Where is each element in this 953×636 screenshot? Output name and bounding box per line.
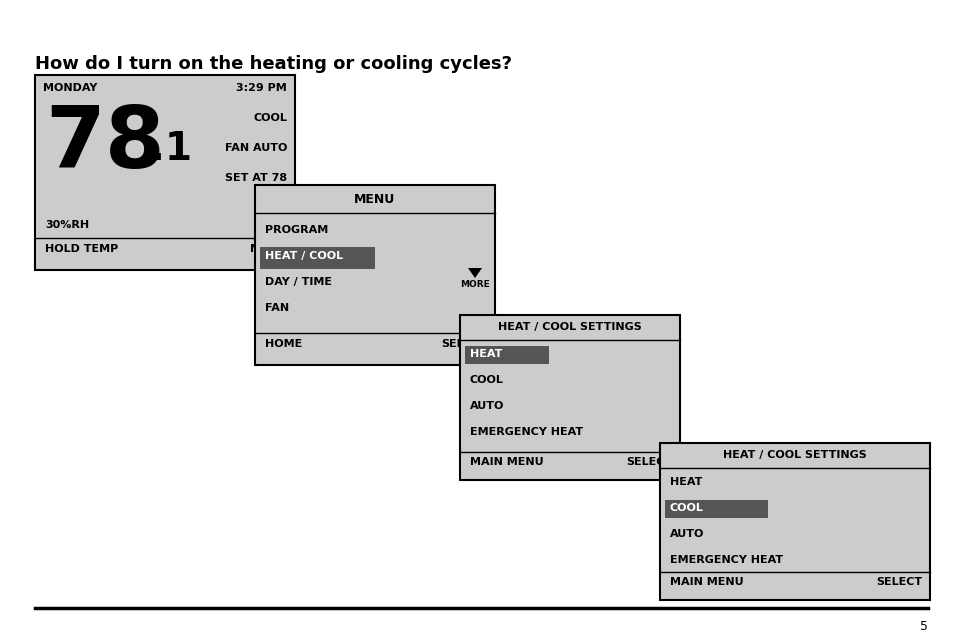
Text: 78: 78 (45, 103, 165, 186)
Text: SELECT: SELECT (875, 577, 921, 587)
Text: FAN AUTO: FAN AUTO (224, 143, 287, 153)
Bar (659, 443, 929, 600)
Bar (254, 185, 495, 365)
Text: How do I turn on the heating or cooling cycles?: How do I turn on the heating or cooling … (35, 55, 512, 73)
Text: HOME: HOME (265, 339, 302, 349)
Bar (664, 500, 767, 518)
Text: HEAT / COOL SETTINGS: HEAT / COOL SETTINGS (497, 322, 641, 332)
Text: COOL: COOL (470, 375, 503, 385)
Bar (35, 75, 294, 270)
Bar (464, 346, 548, 364)
Bar (260, 247, 375, 269)
Text: 3:29 PM: 3:29 PM (236, 83, 287, 93)
Text: SET AT 78: SET AT 78 (225, 173, 287, 183)
Text: 5: 5 (919, 620, 927, 633)
Text: MONDAY: MONDAY (43, 83, 97, 93)
Text: HEAT / COOL: HEAT / COOL (265, 251, 343, 261)
Text: MENU: MENU (250, 244, 287, 254)
Text: AUTO: AUTO (470, 401, 504, 411)
Text: AUTO: AUTO (669, 529, 703, 539)
Text: HEAT: HEAT (470, 349, 502, 359)
Text: HEAT / COOL SETTINGS: HEAT / COOL SETTINGS (722, 450, 866, 460)
Text: EMERGENCY HEAT: EMERGENCY HEAT (470, 427, 582, 437)
Text: SELECT: SELECT (625, 457, 671, 467)
Text: DAY / TIME: DAY / TIME (265, 277, 332, 287)
Text: MORE: MORE (459, 280, 489, 289)
Text: SELECT: SELECT (440, 339, 486, 349)
Text: COOL: COOL (253, 113, 287, 123)
Text: HOLD TEMP: HOLD TEMP (45, 244, 118, 254)
Text: HEAT: HEAT (669, 477, 701, 487)
Text: COOL: COOL (669, 503, 703, 513)
Text: MENU: MENU (354, 193, 395, 206)
Text: MAIN MENU: MAIN MENU (669, 577, 742, 587)
Text: .1: .1 (150, 130, 192, 168)
Text: MAIN MENU: MAIN MENU (470, 457, 543, 467)
Text: 30%RH: 30%RH (45, 220, 89, 230)
Text: EMERGENCY HEAT: EMERGENCY HEAT (669, 555, 782, 565)
Text: PROGRAM: PROGRAM (265, 225, 328, 235)
Bar (459, 315, 679, 480)
Text: FAN: FAN (265, 303, 289, 313)
Polygon shape (468, 268, 481, 278)
